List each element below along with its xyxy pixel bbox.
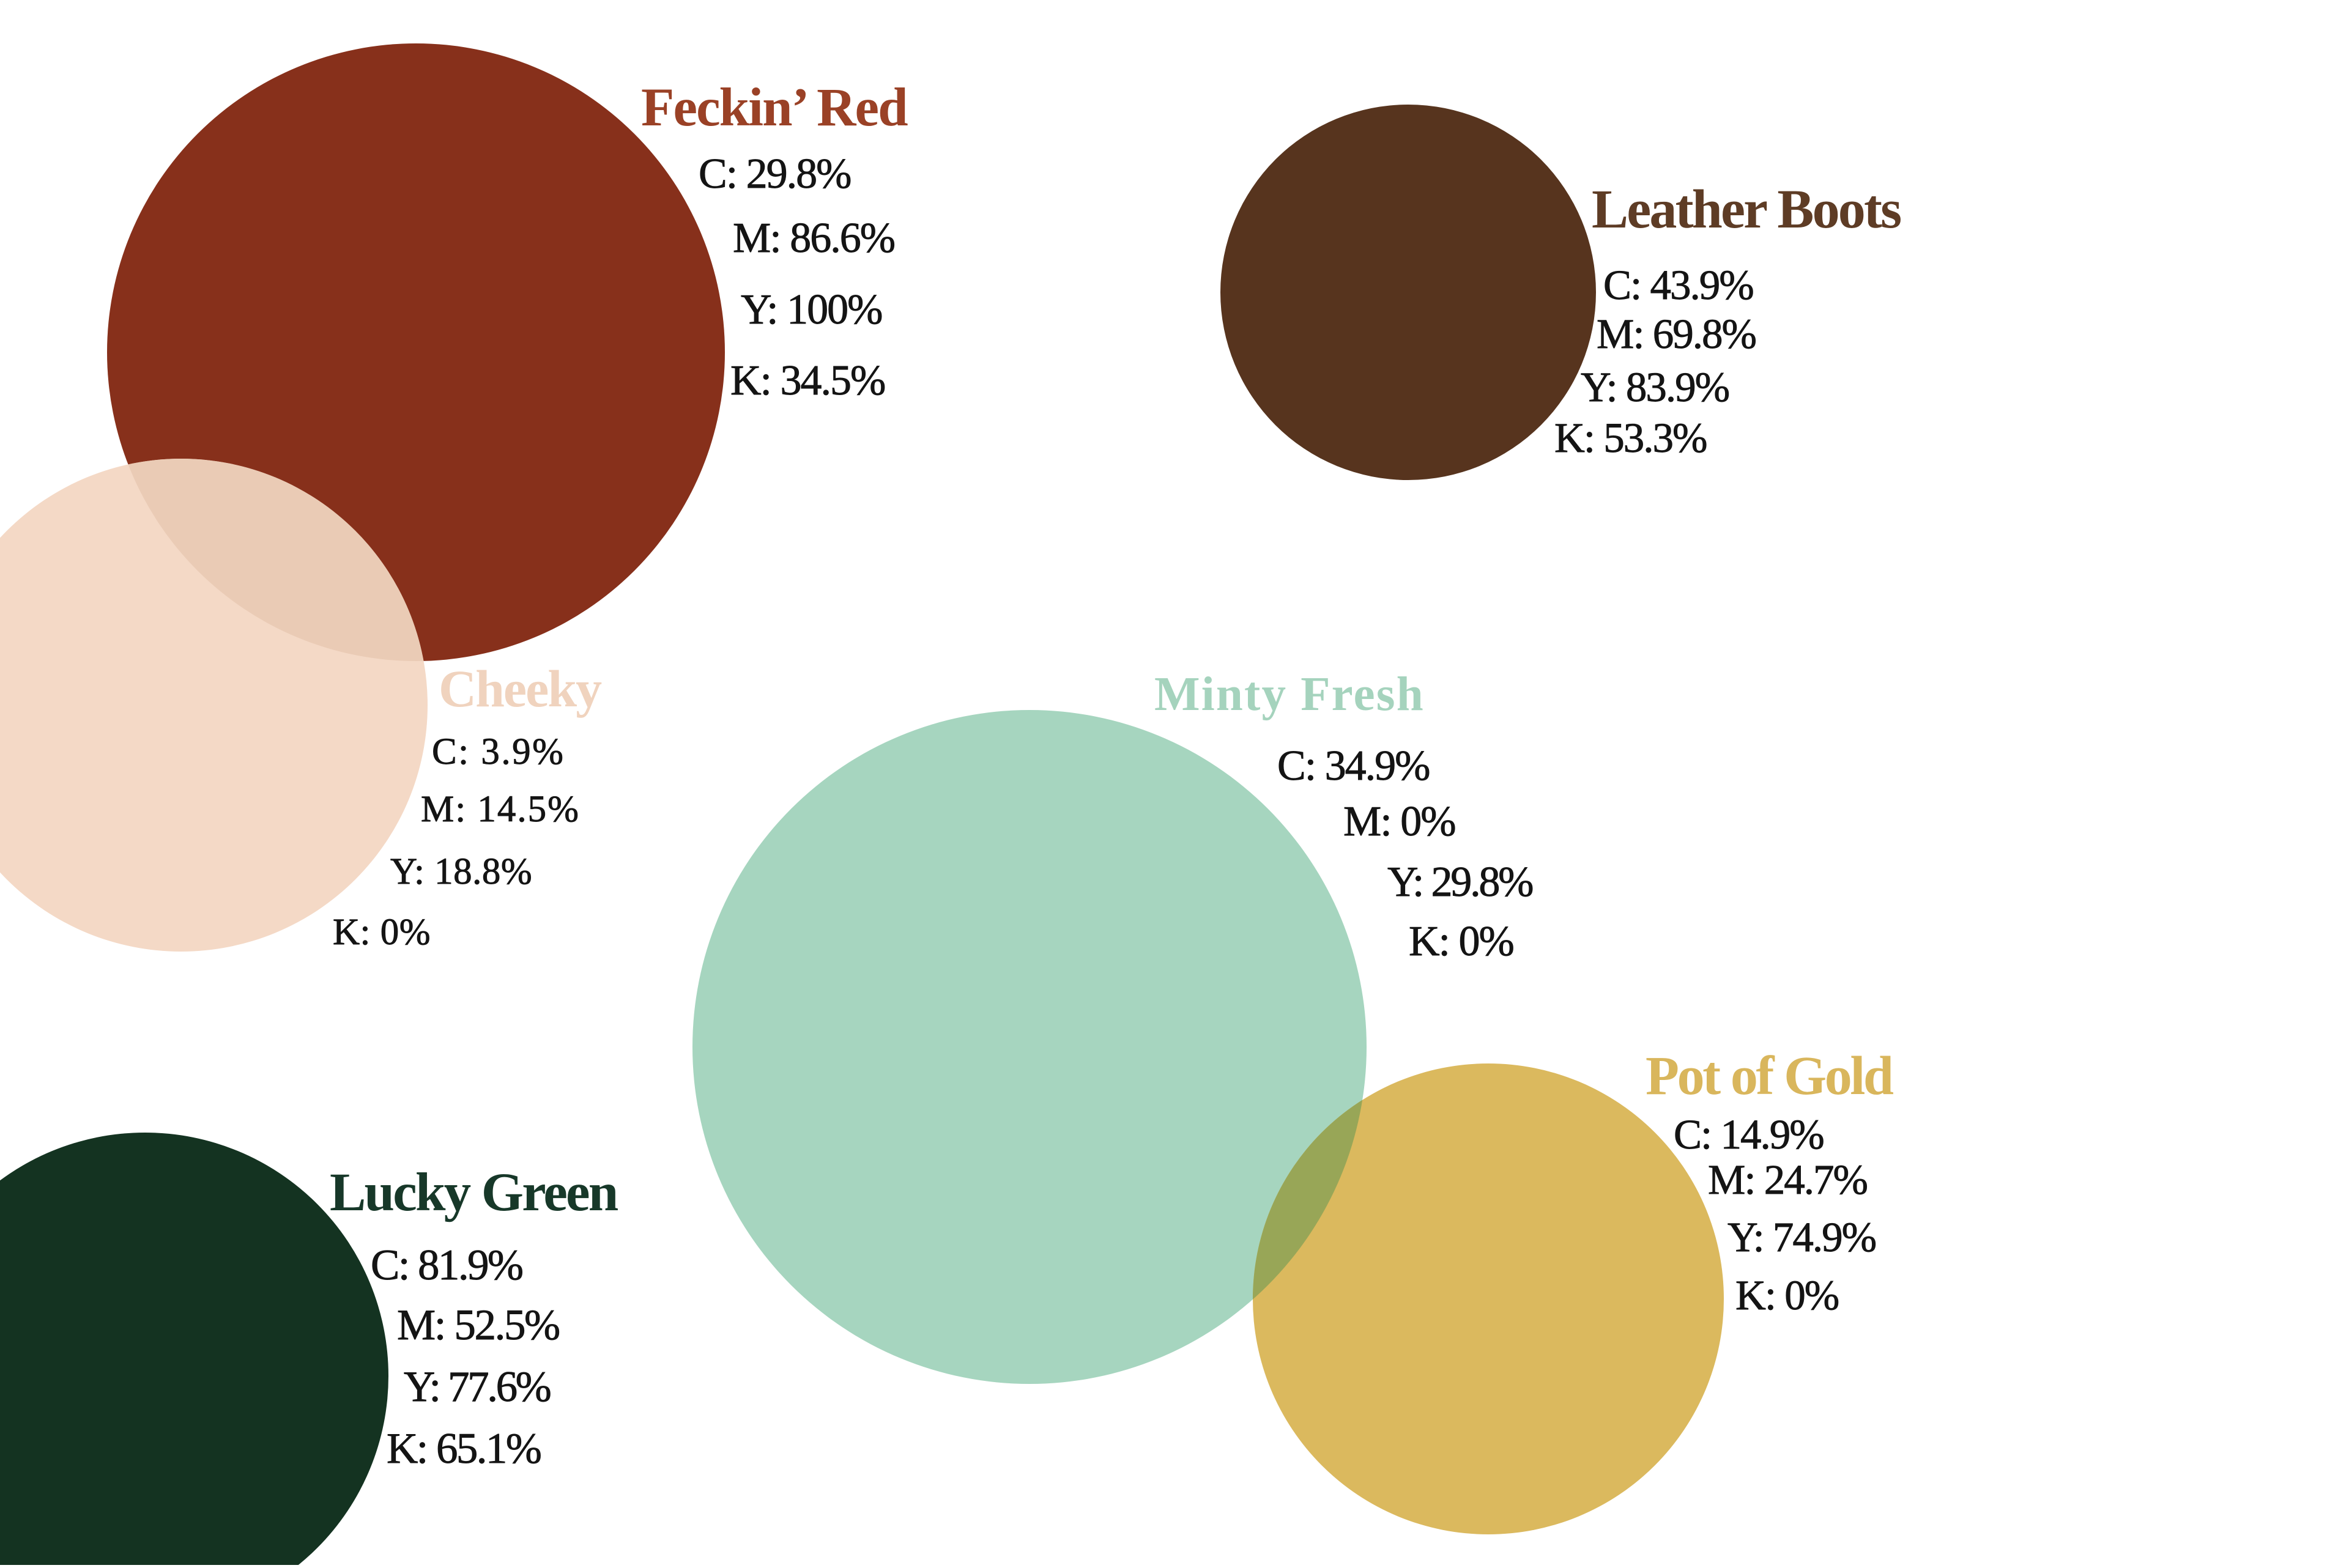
svg-text:Y: 74.9%: Y: 74.9% xyxy=(1727,1214,1876,1260)
svg-text:K: 53.3%: K: 53.3% xyxy=(1554,415,1707,461)
svg-text:Y: 83.9%: Y: 83.9% xyxy=(1581,364,1729,410)
svg-text:K: 0%: K: 0% xyxy=(1409,918,1513,965)
svg-text:M: 24.7%: M: 24.7% xyxy=(1708,1156,1868,1203)
svg-text:C: 81.9%: C: 81.9% xyxy=(371,1241,522,1289)
svg-text:Y: 18.8%: Y: 18.8% xyxy=(390,851,532,892)
svg-text:Cheeky: Cheeky xyxy=(439,659,602,718)
svg-text:C: 3.9%: C: 3.9% xyxy=(432,731,565,772)
svg-text:Y: 77.6%: Y: 77.6% xyxy=(404,1363,551,1411)
svg-text:Leather Boots: Leather Boots xyxy=(1592,179,1901,240)
svg-text:Lucky Green: Lucky Green xyxy=(330,1163,618,1222)
svg-text:Y: 29.8%: Y: 29.8% xyxy=(1387,859,1532,906)
svg-text:Y: 100%: Y: 100% xyxy=(741,286,881,333)
svg-text:M: 52.5%: M: 52.5% xyxy=(397,1301,559,1349)
svg-text:K: 0%: K: 0% xyxy=(1735,1272,1839,1318)
svg-text:M: 14.5%: M: 14.5% xyxy=(421,789,580,830)
svg-text:Feckin’ Red: Feckin’ Red xyxy=(641,78,908,138)
svg-text:C: 14.9%: C: 14.9% xyxy=(1674,1111,1824,1158)
svg-text:Minty Fresh: Minty Fresh xyxy=(1154,668,1425,721)
svg-text:K: 34.5%: K: 34.5% xyxy=(730,357,885,404)
svg-text:M: 86.6%: M: 86.6% xyxy=(733,215,894,262)
svg-text:K: 65.1%: K: 65.1% xyxy=(387,1425,541,1473)
svg-text:M: 69.8%: M: 69.8% xyxy=(1597,311,1756,357)
svg-text:Pot of Gold: Pot of Gold xyxy=(1646,1046,1894,1106)
svg-text:C: 29.8%: C: 29.8% xyxy=(699,150,850,198)
svg-text:C: 43.9%: C: 43.9% xyxy=(1603,262,1753,308)
svg-text:C: 34.9%: C: 34.9% xyxy=(1277,742,1429,790)
svg-text:M: 0%: M: 0% xyxy=(1343,798,1455,845)
svg-text:K: 0%: K: 0% xyxy=(333,912,431,953)
